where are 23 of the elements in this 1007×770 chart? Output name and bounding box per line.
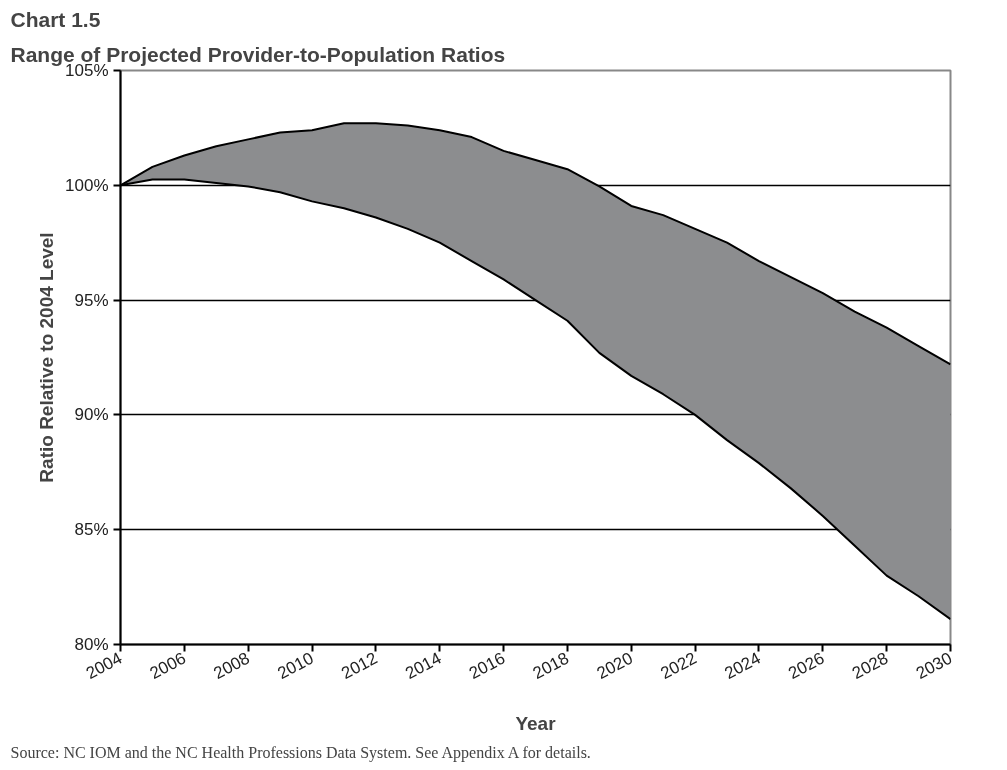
y-axis-title: Ratio Relative to 2004 Level: [36, 232, 58, 483]
x-tick-label: 2012: [338, 648, 381, 684]
x-tick-label: 2026: [785, 648, 828, 684]
x-tick-label: 2024: [721, 648, 764, 684]
x-tick-label: 2022: [657, 648, 700, 684]
x-tick-label: 2028: [849, 648, 892, 684]
x-tick-label: 2014: [402, 648, 445, 684]
x-axis-title: Year: [515, 712, 557, 734]
x-tick-label: 2016: [465, 648, 509, 684]
x-tick-label: 2008: [210, 648, 253, 684]
source-note: Source: NC IOM and the NC Health Professions Data System. See Appendix A for details.: [10, 743, 591, 762]
x-tick-label: 2018: [529, 648, 573, 684]
y-tick-label: 105%: [65, 61, 109, 80]
x-tick-label: 2020: [593, 648, 636, 684]
y-tick-label: 90%: [74, 405, 109, 425]
x-tick-label: 2010: [274, 648, 317, 684]
y-tick-label: 95%: [74, 290, 109, 310]
x-tick-label: 2030: [912, 648, 956, 684]
y-tick-label: 80%: [74, 635, 109, 654]
x-tick-label: 2006: [146, 648, 190, 684]
y-tick-label: 100%: [65, 175, 109, 195]
chart-title: Chart 1.5: [10, 7, 101, 31]
y-tick-label: 85%: [74, 520, 109, 540]
